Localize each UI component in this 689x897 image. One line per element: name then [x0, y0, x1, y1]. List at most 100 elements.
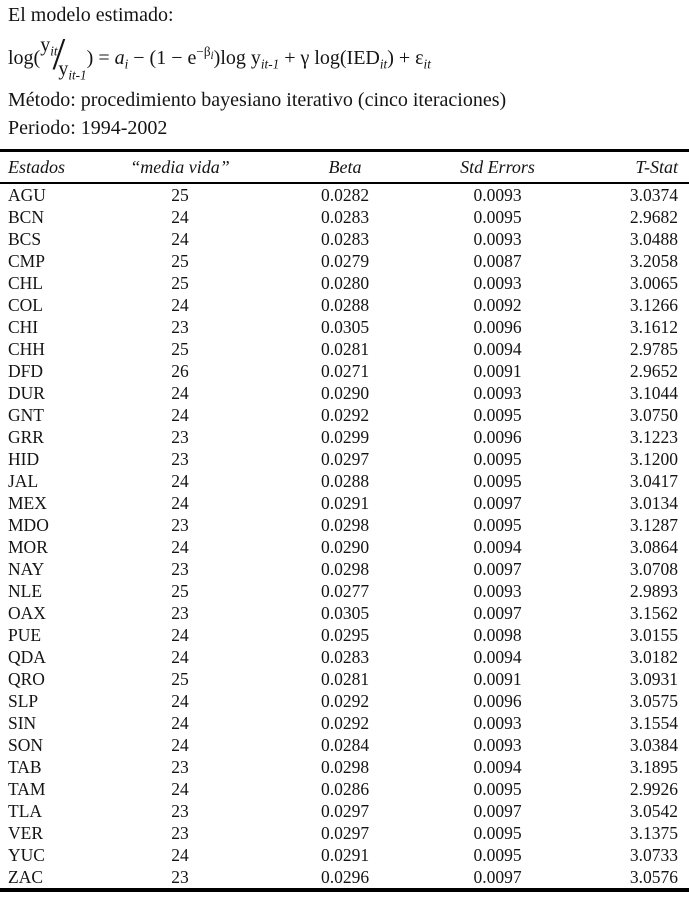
- cell-std-errors: 0.0097: [473, 866, 522, 887]
- cell-t-stat: 2.9785: [629, 338, 678, 359]
- cell-t-stat: 3.0750: [629, 404, 678, 425]
- cell-estado: YUC: [8, 844, 45, 865]
- cell-estado: COL: [8, 294, 43, 315]
- cell-t-stat: 3.1044: [629, 382, 678, 403]
- cell-beta: 0.0297: [320, 822, 370, 843]
- cell-t-stat: 3.1612: [629, 316, 678, 337]
- cell-media-vida: 24: [171, 712, 189, 733]
- cell-media-vida: 23: [171, 316, 189, 337]
- cell-std-errors: 0.0095: [473, 470, 522, 491]
- table-row: QDA 24 0.0283 0.0094 3.0182: [0, 646, 689, 668]
- cell-t-stat: 3.0708: [629, 558, 678, 579]
- cell-std-errors: 0.0093: [473, 734, 522, 755]
- cell-std-errors: 0.0096: [473, 426, 522, 447]
- cell-beta: 0.0283: [320, 646, 370, 667]
- cell-estado: TAM: [8, 778, 46, 799]
- cell-beta: 0.0297: [320, 800, 370, 821]
- cell-std-errors: 0.0091: [473, 668, 522, 689]
- cell-estado: SLP: [8, 690, 39, 711]
- cell-std-errors: 0.0094: [473, 756, 522, 777]
- cell-std-errors: 0.0097: [473, 558, 522, 579]
- table-row: JAL 24 0.0288 0.0095 3.0417: [0, 470, 689, 492]
- cell-media-vida: 26: [171, 360, 189, 381]
- cell-estado: VER: [8, 822, 43, 843]
- cell-media-vida: 24: [171, 228, 189, 249]
- cell-estado: TLA: [8, 800, 43, 821]
- cell-t-stat: 3.0134: [629, 492, 678, 513]
- cell-t-stat: 3.1223: [629, 426, 678, 447]
- cell-media-vida: 23: [171, 756, 189, 777]
- header-row: Estados “media vida” Beta Std Errors T-S…: [0, 151, 689, 183]
- cell-std-errors: 0.0094: [473, 646, 522, 667]
- cell-beta: 0.0295: [320, 624, 370, 645]
- period-line: Periodo: 1994-2002: [8, 117, 168, 139]
- cell-beta: 0.0271: [320, 360, 370, 381]
- exponent-base: −β: [196, 44, 211, 60]
- cell-std-errors: 0.0096: [473, 690, 522, 711]
- method-line: Método: procedimiento bayesiano iterativ…: [8, 89, 507, 111]
- cell-t-stat: 2.9652: [629, 360, 678, 381]
- cell-estado: AGU: [8, 184, 46, 205]
- cell-estado: HID: [8, 448, 40, 469]
- table-row: SIN 24 0.0292 0.0093 3.1554: [0, 712, 689, 734]
- col-header-t-stat: T-Stat: [635, 156, 678, 177]
- cell-media-vida: 24: [171, 646, 189, 667]
- cell-beta: 0.0296: [320, 866, 370, 887]
- table-row: NAY 23 0.0298 0.0097 3.0708: [0, 558, 689, 580]
- table-row: SLP 24 0.0292 0.0096 3.0575: [0, 690, 689, 712]
- cell-media-vida: 25: [171, 580, 189, 601]
- cell-estado: NLE: [8, 580, 43, 601]
- cell-estado: JAL: [8, 470, 39, 491]
- formula-convergence-term: − (1 − e: [128, 47, 197, 69]
- cell-t-stat: 3.0374: [629, 184, 678, 205]
- cell-t-stat: 3.0864: [629, 536, 678, 557]
- formula-intercept: a: [114, 47, 125, 69]
- cell-media-vida: 24: [171, 690, 189, 711]
- cell-media-vida: 23: [171, 558, 189, 579]
- cell-beta: 0.0291: [320, 844, 370, 865]
- cell-beta: 0.0283: [320, 228, 370, 249]
- formula-ied-term: + γ log(IED: [279, 47, 380, 69]
- cell-media-vida: 23: [171, 514, 189, 535]
- cell-estado: SON: [8, 734, 44, 755]
- table-row: SON 24 0.0284 0.0093 3.0384: [0, 734, 689, 756]
- cell-std-errors: 0.0095: [473, 404, 522, 425]
- cell-std-errors: 0.0095: [473, 514, 522, 535]
- cell-estado: NAY: [8, 558, 45, 579]
- numerator-subscript: it: [50, 43, 58, 59]
- table-row: AGU 25 0.0282 0.0093 3.0374: [0, 183, 689, 206]
- table-row: MOR 24 0.0290 0.0094 3.0864: [0, 536, 689, 558]
- cell-std-errors: 0.0095: [473, 206, 522, 227]
- table-row: CHH 25 0.0281 0.0094 2.9785: [0, 338, 689, 360]
- formula-fraction: yit/yit-1: [40, 28, 87, 83]
- cell-t-stat: 3.0488: [629, 228, 678, 249]
- cell-t-stat: 3.1200: [629, 448, 678, 469]
- cell-std-errors: 0.0095: [473, 844, 522, 865]
- cell-beta: 0.0290: [320, 536, 370, 557]
- formula-equals: ) =: [86, 47, 115, 69]
- table-row: TAB 23 0.0298 0.0094 3.1895: [0, 756, 689, 778]
- model-title: El modelo estimado:: [8, 4, 174, 26]
- cell-std-errors: 0.0093: [473, 272, 522, 293]
- table-row: QRO 25 0.0281 0.0091 3.0931: [0, 668, 689, 690]
- cell-estado: SIN: [8, 712, 37, 733]
- cell-beta: 0.0292: [320, 690, 370, 711]
- table-row: TAM 24 0.0286 0.0095 2.9926: [0, 778, 689, 800]
- cell-estado: ZAC: [8, 866, 43, 887]
- cell-estado: OAX: [8, 602, 46, 623]
- cell-estado: GRR: [8, 426, 44, 447]
- table-row: HID 23 0.0297 0.0095 3.1200: [0, 448, 689, 470]
- cell-beta: 0.0282: [320, 184, 370, 205]
- cell-media-vida: 24: [171, 294, 189, 315]
- cell-t-stat: 3.0065: [629, 272, 678, 293]
- cell-std-errors: 0.0087: [473, 250, 522, 271]
- cell-t-stat: 3.1562: [629, 602, 678, 623]
- table-row: MDO 23 0.0298 0.0095 3.1287: [0, 514, 689, 536]
- cell-t-stat: 3.0733: [629, 844, 678, 865]
- table-row: YUC 24 0.0291 0.0095 3.0733: [0, 844, 689, 866]
- cell-t-stat: 3.1287: [629, 514, 678, 535]
- table-row: CMP 25 0.0279 0.0087 3.2058: [0, 250, 689, 272]
- denominator-base: y: [58, 58, 69, 80]
- table-row: MEX 24 0.0291 0.0097 3.0134: [0, 492, 689, 514]
